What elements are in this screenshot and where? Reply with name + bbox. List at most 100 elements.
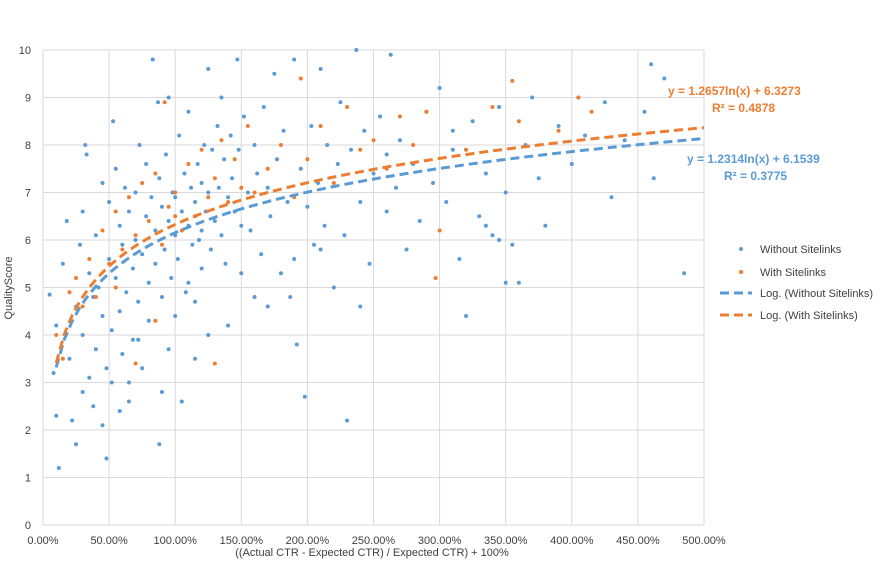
point-without-sitelinks [384,152,389,157]
point-without-sitelinks [609,195,614,200]
point-with-sitelinks [120,247,125,252]
point-with-sitelinks [239,185,244,190]
point-without-sitelinks [100,423,105,428]
point-with-sitelinks [80,304,85,309]
y-tick-label: 3 [25,378,31,390]
point-without-sitelinks [56,466,61,470]
point-without-sitelinks [362,128,367,133]
point-without-sitelinks [215,124,220,128]
point-without-sitelinks [318,247,323,252]
point-without-sitelinks [497,238,502,242]
point-without-sitelinks [503,190,508,195]
point-without-sitelinks [113,166,118,171]
data-points [47,48,687,470]
point-without-sitelinks [111,119,116,124]
point-with-sitelinks [166,204,171,209]
y-tick-label: 4 [25,330,31,342]
point-without-sitelinks [91,404,96,409]
axes: 0.00% 50.00% 100.00% 150.00% 200.00% 250.00% 3… [19,45,726,547]
point-without-sitelinks [166,95,171,100]
point-without-sitelinks [219,95,224,100]
point-without-sitelinks [117,223,122,228]
trendline-without-sitelinks [54,137,705,368]
point-without-sitelinks [556,124,561,128]
point-without-sitelinks [516,280,521,285]
point-without-sitelinks [157,442,162,447]
point-without-sitelinks [208,247,213,252]
point-without-sitelinks [80,390,85,394]
legend-marker-without-sitelinks [739,247,743,251]
point-without-sitelinks [477,214,482,219]
point-without-sitelinks [179,209,184,214]
point-with-sitelinks [318,124,323,128]
point-without-sitelinks [662,76,667,81]
trendline-with-sitelinks [54,126,705,364]
point-without-sitelinks [649,62,654,67]
point-without-sitelinks [503,280,508,285]
point-without-sitelinks [335,162,340,166]
x-tick-label: 400.00% [550,535,594,547]
point-without-sitelinks [206,333,211,337]
point-without-sitelinks [378,114,383,119]
point-without-sitelinks [67,356,72,361]
point-with-sitelinks [212,176,217,181]
point-without-sitelinks [345,418,350,423]
y-tick-label: 7 [25,188,31,200]
point-without-sitelinks [157,176,162,181]
point-without-sitelinks [124,290,129,295]
point-without-sitelinks [219,233,224,238]
point-without-sitelinks [239,271,244,276]
point-without-sitelinks [179,399,184,404]
point-without-sitelinks [109,380,114,385]
point-without-sitelinks [261,105,266,109]
x-axis-title: ((Actual CTR - Expected CTR) / Expected … [235,547,509,559]
point-without-sitelinks [444,200,449,204]
point-without-sitelinks [159,204,164,209]
point-without-sitelinks [186,280,191,285]
x-tick-label: 0.00% [27,535,58,547]
point-without-sitelinks [497,105,502,109]
point-without-sitelinks [450,147,455,152]
point-without-sitelinks [228,133,233,138]
point-without-sitelinks [226,195,231,200]
point-without-sitelinks [87,271,92,276]
point-without-sitelinks [483,171,488,176]
point-without-sitelinks [146,318,151,323]
point-without-sitelinks [107,257,112,261]
point-with-sitelinks [140,181,145,185]
point-with-sitelinks [87,257,92,261]
point-with-sitelinks [424,109,429,114]
legend-label-log-with-sitelinks: Log. (With Sitelinks) [760,310,858,322]
point-without-sitelinks [223,261,228,266]
point-without-sitelinks [130,266,135,271]
point-without-sitelinks [338,100,343,105]
legend-marker-with-sitelinks [739,270,743,274]
point-without-sitelinks [100,314,105,318]
point-without-sitelinks [384,209,389,214]
point-with-sitelinks [576,95,581,100]
point-with-sitelinks [265,166,270,171]
point-without-sitelinks [113,276,118,280]
point-without-sitelinks [78,242,83,247]
point-without-sitelinks [60,261,65,266]
point-without-sitelinks [153,261,158,266]
point-without-sitelinks [318,67,323,71]
y-tick-label: 1 [25,473,31,485]
point-without-sitelinks [583,133,588,138]
x-tick-label: 150.00% [220,535,264,547]
point-without-sitelinks [259,252,264,257]
point-with-sitelinks [206,195,211,200]
legend-label-log-without-sitelinks: Log. (Without Sitelinks) [760,288,873,300]
y-tick-label: 8 [25,140,31,152]
point-without-sitelinks [153,228,158,233]
point-without-sitelinks [278,271,283,276]
point-without-sitelinks [281,128,286,133]
y-tick-label: 10 [19,45,31,57]
point-without-sitelinks [159,390,164,394]
point-with-sitelinks [516,119,521,124]
point-without-sitelinks [292,57,297,62]
y-tick-label: 6 [25,235,31,247]
x-tick-label: 100.00% [153,535,197,547]
point-without-sitelinks [166,347,171,352]
